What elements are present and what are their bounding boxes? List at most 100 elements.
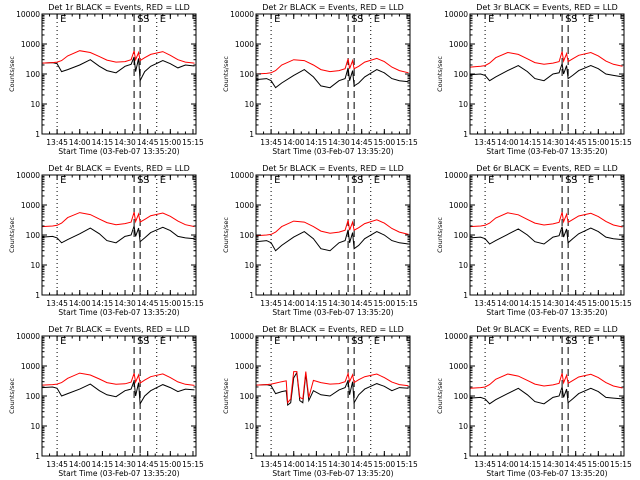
x-tick-label: 15:15 [610, 299, 632, 308]
y-tick-label: 10 [458, 100, 468, 109]
y-tick-label: 100 [26, 231, 41, 240]
x-tick-label: 14:00 [69, 138, 91, 147]
y-tick-label: 10000 [16, 332, 40, 341]
panel-title: Det 5r BLACK = Events, RED = LLD [262, 164, 404, 173]
x-tick-label: 13:45 [474, 138, 496, 147]
x-tick-label: 15:00 [160, 460, 182, 469]
marker-label: E [374, 175, 380, 186]
panel-3: Det 3r BLACK = Events, RED = LLDESSE1101… [436, 3, 632, 156]
panel-title: Det 1r BLACK = Events, RED = LLD [48, 3, 190, 12]
y-tick-label: 10 [30, 100, 40, 109]
marker-label: S [143, 175, 149, 186]
x-tick-label: 14:15 [92, 299, 114, 308]
x-tick-label: 14:30 [114, 299, 136, 308]
panel-title: Det 7r BLACK = Events, RED = LLD [48, 325, 190, 334]
y-tick-label: 1000 [235, 201, 254, 210]
plot-frame [469, 13, 625, 135]
x-tick-label: 14:00 [283, 460, 305, 469]
y-tick-label: 100 [454, 231, 469, 240]
y-tick-label: 1000 [21, 362, 40, 371]
marker-label: E [160, 336, 166, 347]
x-tick-label: 14:45 [351, 138, 373, 147]
series-line-red [255, 371, 409, 405]
series-line-black [469, 386, 623, 405]
x-tick-label: 14:30 [542, 138, 564, 147]
y-tick-label: 10000 [444, 10, 468, 19]
y-tick-label: 1000 [449, 362, 468, 371]
marker-label: E [588, 175, 594, 186]
marker-label: E [374, 336, 380, 347]
series-line-red [469, 212, 623, 228]
x-axis-label: Start Time (03-Feb-07 13:35:20) [486, 147, 607, 156]
y-tick-label: 10000 [230, 10, 254, 19]
marker-label: E [488, 175, 494, 186]
x-tick-label: 15:00 [374, 460, 396, 469]
x-tick-label: 15:00 [160, 138, 182, 147]
x-tick-label: 14:00 [497, 138, 519, 147]
y-axis-label: Counts/sec [8, 56, 16, 92]
y-tick-label: 10 [30, 422, 40, 431]
y-axis-label: Counts/sec [222, 217, 230, 253]
x-axis-label: Start Time (03-Feb-07 13:35:20) [58, 469, 179, 478]
x-tick-label: 13:45 [260, 460, 282, 469]
y-tick-label: 1000 [449, 40, 468, 49]
marker-label: S [571, 175, 577, 186]
y-tick-label: 100 [240, 70, 255, 79]
x-tick-label: 14:15 [520, 299, 542, 308]
plot-frame [255, 174, 411, 296]
x-tick-label: 14:30 [328, 460, 350, 469]
series-line-red [255, 219, 409, 237]
x-tick-label: 14:45 [565, 460, 587, 469]
x-tick-label: 14:15 [92, 138, 114, 147]
y-axis-label: Counts/sec [436, 378, 444, 414]
x-tick-label: 15:00 [374, 299, 396, 308]
panel-title: Det 2r BLACK = Events, RED = LLD [262, 3, 404, 12]
y-tick-label: 1 [249, 130, 254, 139]
y-tick-label: 1000 [21, 201, 40, 210]
marker-label: E [274, 175, 280, 186]
panel-title: Det 6r BLACK = Events, RED = LLD [476, 164, 618, 173]
x-tick-label: 13:45 [260, 299, 282, 308]
panel-7: Det 7r BLACK = Events, RED = LLDESSE1101… [8, 325, 204, 478]
plot-frame [41, 174, 197, 296]
x-tick-label: 14:15 [520, 460, 542, 469]
x-axis-label: Start Time (03-Feb-07 13:35:20) [58, 147, 179, 156]
x-tick-label: 15:00 [374, 138, 396, 147]
series-line-black [255, 67, 409, 89]
y-tick-label: 10000 [444, 332, 468, 341]
panel-title: Det 8r BLACK = Events, RED = LLD [262, 325, 404, 334]
marker-label: E [374, 14, 380, 25]
x-axis-label: Start Time (03-Feb-07 13:35:20) [58, 308, 179, 317]
x-tick-label: 14:15 [520, 138, 542, 147]
x-tick-label: 15:15 [182, 299, 204, 308]
x-tick-label: 13:45 [46, 138, 68, 147]
y-tick-label: 1 [249, 291, 254, 300]
marker-label: S [143, 14, 149, 25]
y-axis-label: Counts/sec [436, 217, 444, 253]
y-tick-label: 1 [249, 452, 254, 461]
y-tick-label: 10000 [230, 332, 254, 341]
x-tick-label: 13:45 [260, 138, 282, 147]
x-tick-label: 14:45 [137, 460, 159, 469]
x-tick-label: 14:15 [306, 460, 328, 469]
y-tick-label: 1000 [235, 362, 254, 371]
panel-title: Det 4r BLACK = Events, RED = LLD [48, 164, 190, 173]
series-line-black [41, 56, 195, 83]
marker-label: S [357, 336, 363, 347]
series-line-black [41, 380, 195, 406]
x-tick-label: 14:30 [542, 460, 564, 469]
y-tick-label: 1 [463, 130, 468, 139]
x-axis-label: Start Time (03-Feb-07 13:35:20) [486, 469, 607, 478]
x-tick-label: 14:45 [565, 299, 587, 308]
series-line-red [469, 51, 623, 68]
y-tick-label: 100 [26, 392, 41, 401]
series-line-red [41, 50, 195, 64]
panel-5: Det 5r BLACK = Events, RED = LLDESSE1101… [222, 164, 418, 317]
x-tick-label: 14:00 [283, 138, 305, 147]
plot-frame [469, 174, 625, 296]
plot-frame [255, 13, 411, 135]
x-tick-label: 15:15 [182, 138, 204, 147]
series-line-black [469, 63, 623, 82]
